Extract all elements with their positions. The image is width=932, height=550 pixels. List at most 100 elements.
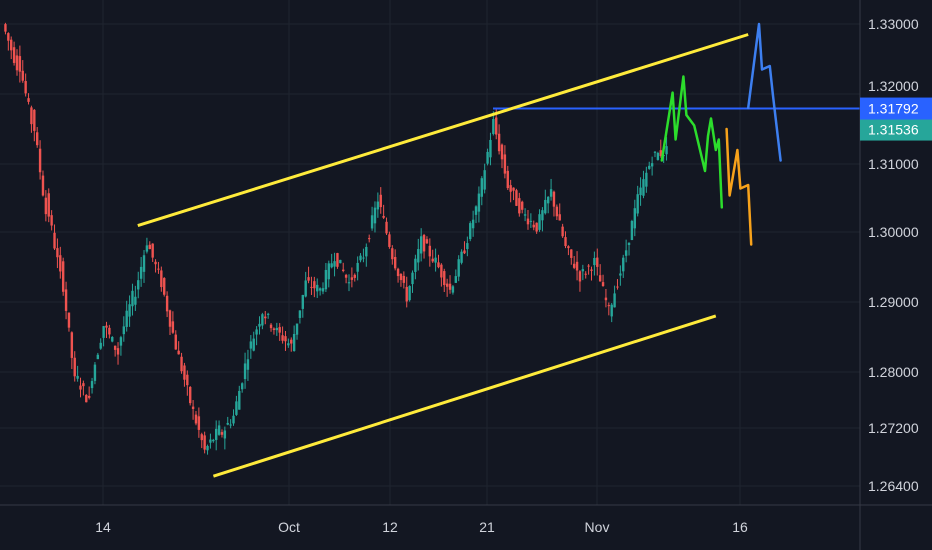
candle-body (12, 47, 16, 63)
candle-body (515, 190, 518, 206)
candle-body (526, 218, 530, 225)
candle-body (15, 55, 19, 71)
candle-body (414, 258, 417, 272)
candle-body (105, 325, 108, 328)
candle-body (408, 286, 411, 301)
candle-body (575, 261, 579, 271)
candle-body (552, 191, 556, 207)
candle-body (370, 215, 374, 229)
candle-body (102, 326, 105, 338)
x-tick-label: 12 (382, 519, 398, 535)
candle-body (469, 223, 472, 240)
candle-body (87, 395, 91, 398)
projection-green[interactable] (660, 75, 724, 209)
candle-body (7, 33, 10, 41)
candle-body (581, 269, 585, 272)
candle-body (428, 245, 432, 257)
candle-body (463, 250, 466, 254)
candle-body (451, 286, 455, 293)
candle-body (624, 250, 628, 256)
candle-body (437, 262, 440, 268)
projection-orange[interactable] (725, 127, 753, 246)
candle-body (125, 310, 128, 327)
upper-channel-line[interactable] (137, 33, 749, 228)
price-axis-area[interactable] (860, 0, 932, 505)
candle-body (177, 350, 180, 355)
candle-body (567, 246, 570, 249)
candle-body (561, 226, 564, 237)
candle-body (56, 248, 59, 258)
candle-body (642, 179, 645, 196)
candle-body (148, 244, 151, 250)
candle-body (549, 189, 553, 197)
lower-channel-line[interactable] (212, 314, 717, 478)
candle-body (310, 286, 313, 288)
time-axis-labels: 14 Oct 12 21 Nov 16 (95, 519, 748, 535)
price-badge-1 (860, 118, 932, 141)
candle-body (61, 261, 65, 292)
candle-body (53, 232, 56, 249)
candle-body (538, 214, 541, 230)
y-tick-label: 1.28000 (868, 364, 919, 380)
candlestick-series (4, 22, 668, 455)
candle-body (85, 394, 88, 403)
candle-body (261, 314, 264, 326)
candle-body (163, 278, 166, 295)
candle-body (396, 268, 400, 277)
candle-body (350, 277, 354, 280)
candle-body (108, 327, 111, 335)
candle-body (30, 107, 33, 125)
candle-body (76, 375, 79, 379)
candle-body (512, 187, 515, 191)
candle-body (460, 251, 463, 263)
candle-body (272, 328, 276, 330)
candle-body (113, 345, 117, 350)
candle-body (411, 272, 414, 285)
candle-body (379, 194, 382, 208)
candle-body (431, 258, 434, 262)
candle-body (67, 312, 71, 328)
projection-blue[interactable] (746, 22, 782, 162)
candle-body (186, 374, 189, 386)
candle-body (18, 56, 22, 72)
candle-body (333, 261, 336, 267)
candle-body (206, 445, 209, 451)
candle-body (79, 385, 82, 390)
candle-body (240, 383, 244, 390)
candle-body (506, 170, 509, 189)
candle-body (616, 286, 619, 288)
candle-body (630, 220, 634, 240)
candle-body (165, 295, 169, 312)
candle-body (471, 219, 475, 229)
y-tick-label: 1.31000 (868, 156, 919, 172)
candle-body (419, 236, 423, 254)
candle-body (232, 415, 235, 424)
time-axis-area[interactable] (0, 505, 932, 550)
candle-body (541, 210, 544, 221)
candle-body (50, 215, 53, 226)
candle-body (474, 206, 478, 215)
candle-body (385, 221, 388, 234)
x-tick-label: Nov (585, 519, 610, 535)
candle-body (304, 280, 307, 297)
candle-body (405, 286, 408, 302)
candle-body (122, 326, 126, 335)
candle-body (90, 381, 94, 389)
candle-body (373, 207, 377, 224)
candle-body (238, 390, 241, 410)
candle-body (145, 245, 149, 252)
price-badges: 1.31536 1.31792 (860, 97, 932, 141)
candle-body (330, 263, 333, 268)
candle-body (590, 269, 593, 271)
drawing-overlays (137, 22, 860, 478)
candle-body (10, 39, 13, 51)
candle-body (119, 337, 123, 346)
candle-body (318, 288, 322, 291)
candle-body (96, 354, 100, 360)
candle-body (252, 338, 255, 351)
candle-body (183, 365, 186, 380)
candle-body (191, 406, 195, 409)
candle-body (47, 193, 50, 217)
